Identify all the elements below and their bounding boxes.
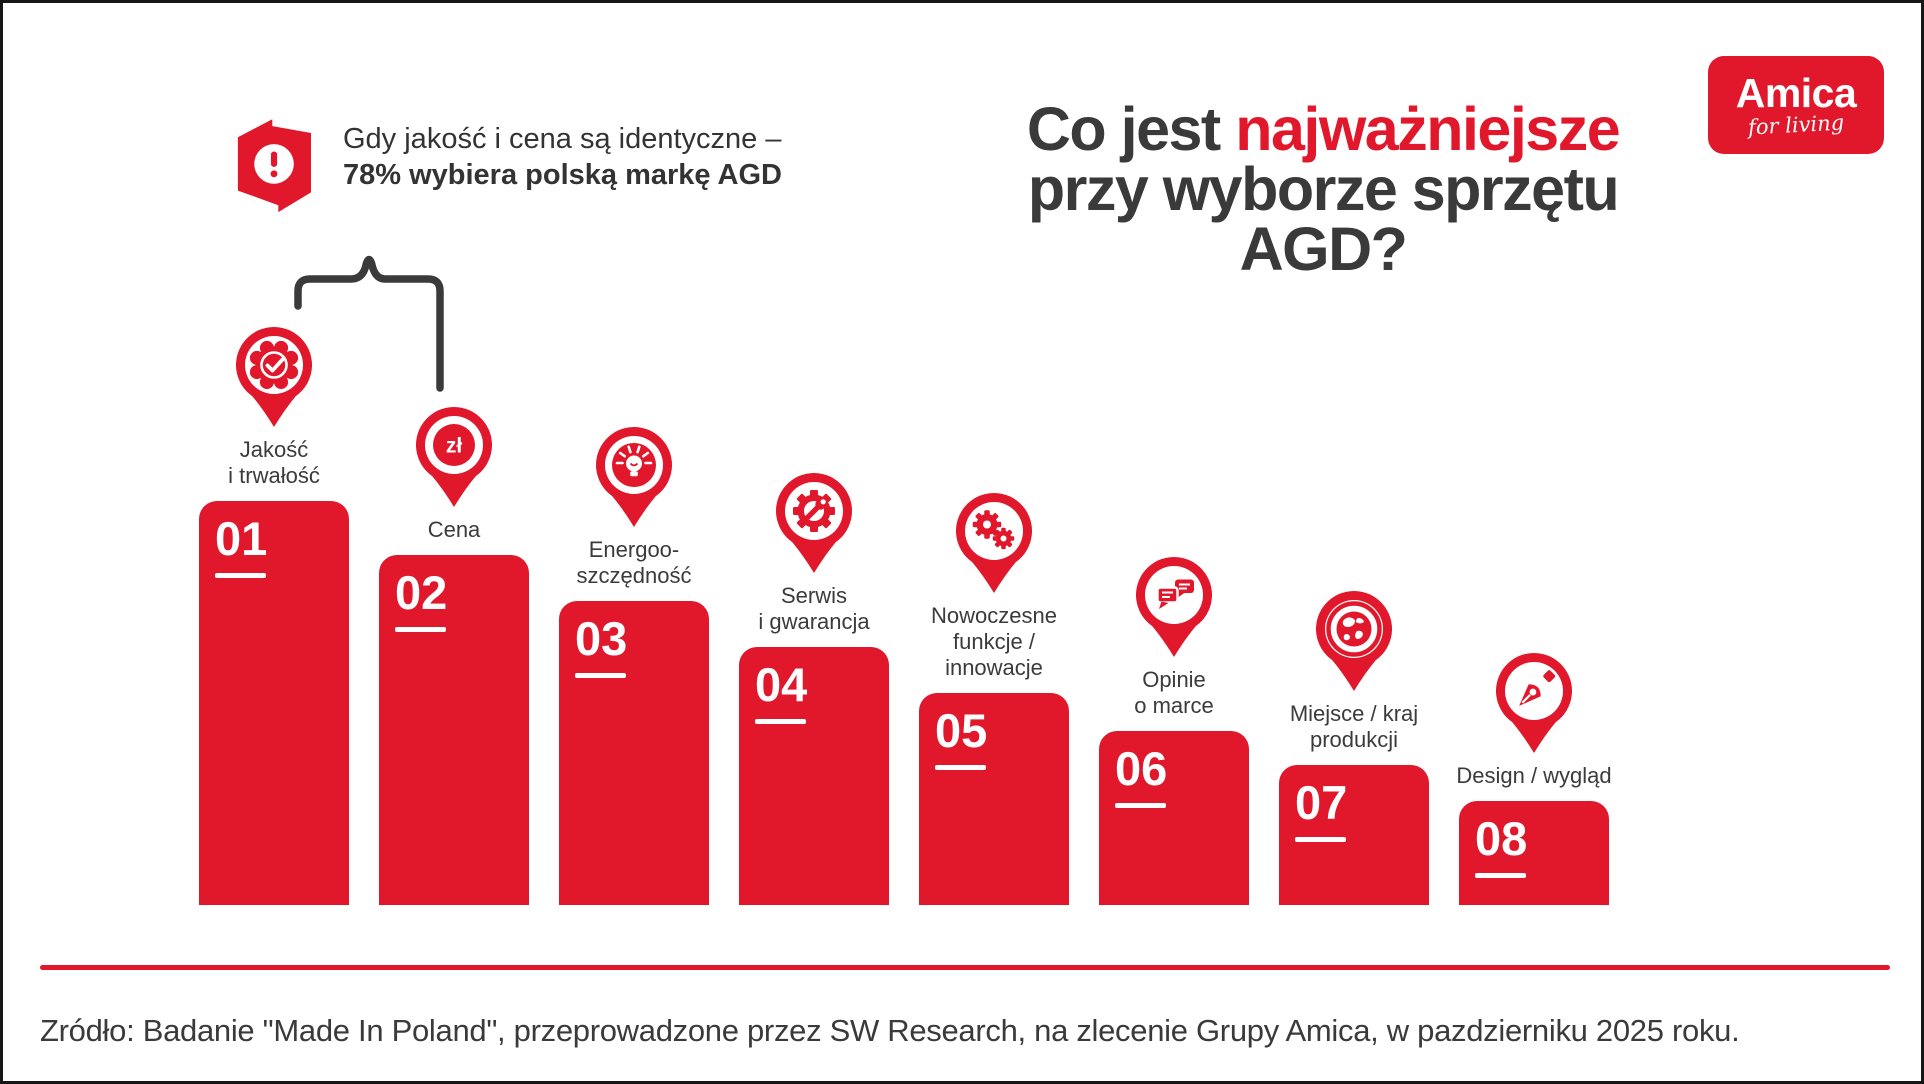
amica-logo: Amica for living	[1708, 56, 1884, 154]
source-note: Zródło: Badanie "Made In Poland", przepr…	[40, 1013, 1740, 1048]
alert-badge-icon	[237, 119, 311, 213]
bar-06: 06	[1099, 731, 1249, 905]
bar-03: 03	[559, 601, 709, 905]
ranking-bar-chart: 01 Jakość i trwałość 02 Cena zł 03 Energoo-sz…	[3, 3, 1921, 1081]
origin-globe-pin-icon	[1310, 587, 1398, 693]
bar-01: 01	[199, 501, 349, 905]
rank-underline	[575, 673, 626, 678]
category-label-03: Energoo-szczędność	[576, 537, 692, 588]
opinions-chat-pin-icon	[1130, 553, 1218, 659]
bar-rank-label: 08	[1475, 812, 1528, 865]
category-label-04: Serwis i gwarancja	[758, 583, 870, 634]
bar-rank-label: 05	[935, 704, 988, 757]
price-zloty-pin-icon: zł	[410, 403, 498, 509]
rank-underline	[395, 627, 446, 632]
bar-rank-label: 02	[395, 566, 448, 619]
rank-underline	[1115, 803, 1166, 808]
callout-line2: 78% wybiera polską markę AGD	[343, 159, 782, 191]
category-label-05: Nowoczesne funkcje / innowacje	[931, 603, 1057, 680]
bar-rank-label: 04	[755, 658, 808, 711]
service-wrench-gear-pin-icon	[770, 469, 858, 575]
rank-underline	[215, 573, 266, 578]
svg-text:zł: zł	[446, 435, 463, 458]
category-label-01: Jakość i trwałość	[228, 437, 320, 488]
bar-rank-label: 03	[575, 612, 628, 665]
rank-underline	[1475, 873, 1526, 878]
quality-badge-pin-icon	[230, 323, 318, 429]
rank-underline	[755, 719, 806, 724]
category-label-08: Design / wygląd	[1456, 763, 1612, 788]
bar-02: 02	[379, 555, 529, 905]
bar-05: 05	[919, 693, 1069, 905]
bar-rank-label: 06	[1115, 742, 1168, 795]
bar-rank-label: 01	[215, 512, 268, 565]
callout: Gdy jakość i cena są identyczne – 78% wy…	[343, 121, 782, 193]
rank-underline	[1295, 837, 1346, 842]
innovation-gears-pin-icon	[950, 489, 1038, 595]
page-title: Co jest najważniejsze przy wyborze sprzę…	[958, 99, 1688, 283]
energy-bulb-pin-icon	[590, 423, 678, 529]
bar-rank-label: 07	[1295, 776, 1348, 829]
brace-connector	[294, 255, 444, 392]
logo-brand-text: Amica	[1735, 70, 1857, 116]
bar-07: 07	[1279, 765, 1429, 905]
footer-divider	[40, 965, 1890, 970]
category-label-06: Opinie o marce	[1134, 667, 1214, 718]
category-label-07: Miejsce / kraj produkcji	[1289, 701, 1419, 752]
category-label-02: Cena	[427, 517, 481, 542]
title-prefix: Co jest	[1026, 95, 1221, 163]
design-pen-pin-icon	[1490, 649, 1578, 755]
callout-line1: Gdy jakość i cena są identyczne –	[343, 123, 782, 155]
title-line1: Co jest najważniejsze	[958, 99, 1688, 160]
bar-08: 08	[1459, 801, 1609, 905]
title-highlight: najważniejsze	[1235, 95, 1620, 163]
bar-04: 04	[739, 647, 889, 905]
rank-underline	[935, 765, 986, 770]
title-line2: przy wyborze sprzętu AGD?	[1027, 155, 1620, 283]
